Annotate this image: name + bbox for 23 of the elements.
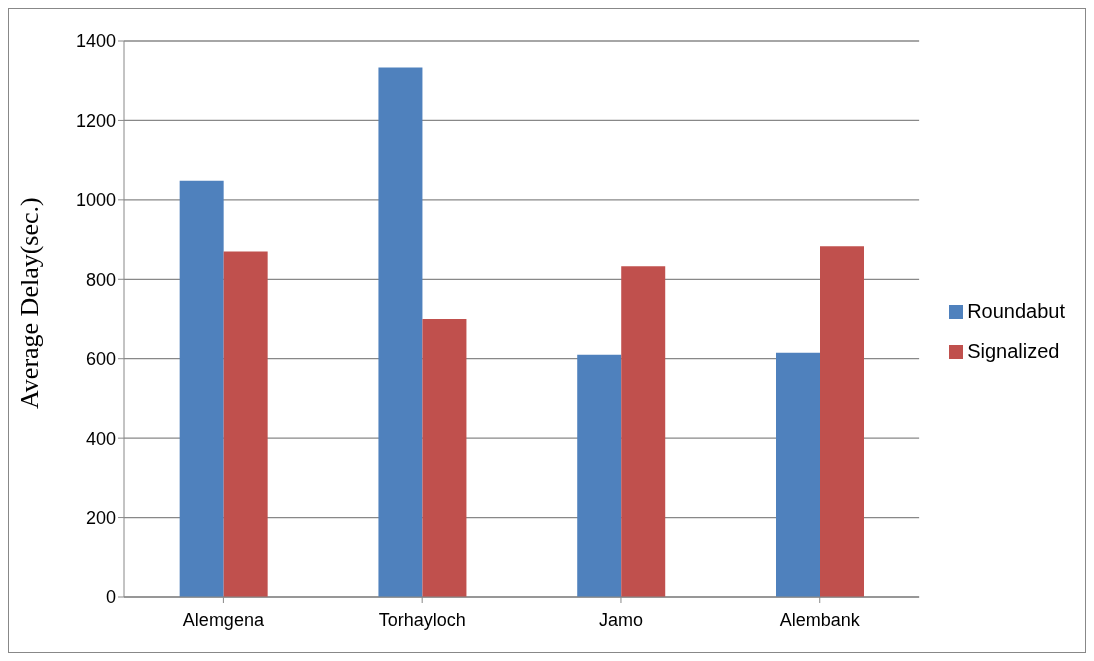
bar	[621, 266, 666, 597]
x-tick-label: Alemgena	[182, 609, 265, 630]
y-tick-label: 1400	[75, 31, 116, 52]
y-tick-label: 200	[85, 507, 116, 528]
bar	[179, 180, 224, 597]
bar	[577, 354, 622, 597]
bar	[422, 319, 467, 597]
legend-label: Signalized	[967, 339, 1060, 362]
y-tick-label: 0	[105, 587, 116, 608]
y-tick-label: 1000	[75, 190, 116, 211]
bar	[223, 251, 268, 597]
bar	[378, 67, 423, 597]
x-tick-label: Jamo	[598, 609, 643, 630]
bar	[776, 352, 820, 597]
x-tick-label: Torhayloch	[378, 609, 466, 630]
y-axis-title: Average Delay(sec.)	[15, 197, 45, 409]
x-tick-label: Alembank	[779, 609, 861, 630]
bar	[820, 246, 864, 597]
y-tick-label: 1200	[75, 110, 116, 131]
y-tick-label: 400	[85, 428, 116, 449]
legend-label: Roundabut	[967, 299, 1065, 322]
y-tick-label: 600	[85, 349, 116, 370]
y-tick-label: 800	[85, 269, 116, 290]
